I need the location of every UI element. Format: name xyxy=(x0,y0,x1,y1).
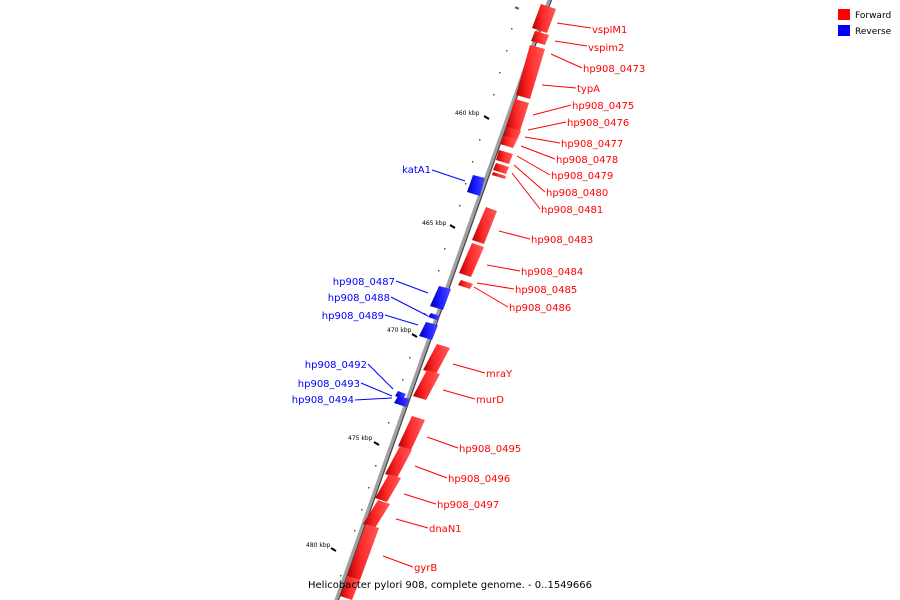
legend-label-reverse: Reverse xyxy=(855,27,892,37)
gene-label-hp908-0479: hp908_0479 xyxy=(551,171,613,182)
gene-label-gyrB: gyrB xyxy=(414,563,437,574)
gene-label-katA1: katA1 xyxy=(402,165,431,176)
tick-460: 460 kbp xyxy=(455,110,490,120)
tick-470: 470 kbp xyxy=(387,327,418,338)
gene-label-hp908-0492: hp908_0492 xyxy=(305,360,367,371)
forward-gene-arrows xyxy=(340,4,556,600)
gene-label-hp908-0488: hp908_0488 xyxy=(328,293,390,304)
gene-label-hp908-0497: hp908_0497 xyxy=(437,500,499,511)
tick-480: 480 kbp xyxy=(306,542,337,552)
gene-label-vspIM1: vspIM1 xyxy=(592,25,627,36)
minor-ticks xyxy=(340,6,520,577)
tick-475: 475 kbp xyxy=(348,435,380,446)
gene-label-hp908-0486: hp908_0486 xyxy=(509,303,571,314)
gene-label-hp908-0496: hp908_0496 xyxy=(448,474,510,485)
gene-label-hp908-0485: hp908_0485 xyxy=(515,285,577,296)
tick-label: 475 kbp xyxy=(348,435,373,442)
gene-label-hp908-0494: hp908_0494 xyxy=(292,395,354,406)
gene-label-hp908-0473: hp908_0473 xyxy=(583,64,645,75)
gene-label-hp908-0495: hp908_0495 xyxy=(459,444,521,455)
legend-label-forward: Forward xyxy=(855,11,891,21)
tick-label: 465 kbp xyxy=(422,220,447,227)
gene-label-hp908-0487: hp908_0487 xyxy=(333,277,395,288)
tick-465: 465 kbp xyxy=(422,220,456,229)
legend-swatch-reverse xyxy=(838,25,850,36)
reverse-gene-labels: katA1 hp908_0487 hp908_0488 hp908_0489 h… xyxy=(292,165,466,406)
gene-label-murD: murD xyxy=(476,395,504,406)
genome-caption: Helicobacter pylori 908, complete genome… xyxy=(308,580,592,591)
forward-gene-labels: vspIM1 vspim2 hp908_0473 typA hp908_0475… xyxy=(382,22,645,574)
tick-label: 460 kbp xyxy=(455,110,480,117)
gene-label-hp908-0483: hp908_0483 xyxy=(531,235,593,246)
gene-label-hp908-0476: hp908_0476 xyxy=(567,118,629,129)
gene-label-typA: typA xyxy=(577,84,600,95)
gene-label-hp908-0493: hp908_0493 xyxy=(298,379,360,390)
gene-label-vspim2: vspim2 xyxy=(588,43,624,54)
legend-swatch-forward xyxy=(838,9,850,20)
gene-label-hp908-0478: hp908_0478 xyxy=(556,155,618,166)
gene-label-hp908-0475: hp908_0475 xyxy=(572,101,634,112)
gene-label-hp908-0477: hp908_0477 xyxy=(561,139,623,150)
gene-label-hp908-0484: hp908_0484 xyxy=(521,267,583,278)
gene-label-mraY: mraY xyxy=(486,369,513,380)
tick-label: 470 kbp xyxy=(387,327,412,334)
major-ticks: 460 kbp 465 kbp 470 kbp 475 kbp 480 kbp xyxy=(306,110,490,552)
reverse-gene-arrows xyxy=(394,175,485,407)
gene-label-hp908-0481: hp908_0481 xyxy=(541,205,603,216)
tick-label: 480 kbp xyxy=(306,542,331,549)
gene-label-hp908-0489: hp908_0489 xyxy=(322,311,384,322)
legend: Forward Reverse xyxy=(838,9,892,37)
gene-label-hp908-0480: hp908_0480 xyxy=(546,188,608,199)
gene-label-dnaN1: dnaN1 xyxy=(429,524,462,535)
